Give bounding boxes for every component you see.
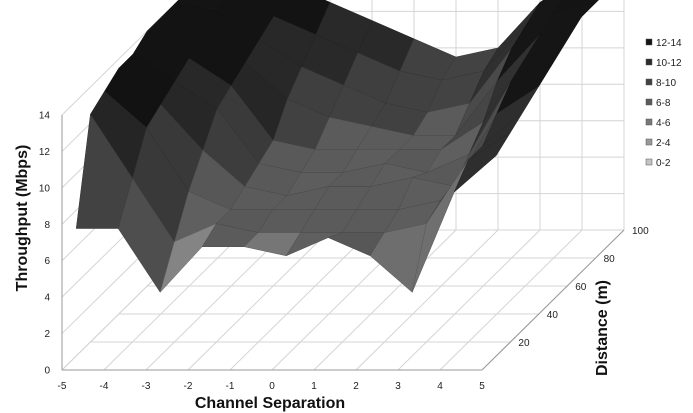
z-axis: 0 2 4 6 8 10 12 14 <box>39 111 63 377</box>
y-axis: 20 40 60 80 100 <box>481 226 649 371</box>
floor-gridline <box>313 229 457 371</box>
legend-swatch <box>645 138 653 146</box>
legend-label: 12-14 <box>656 38 682 49</box>
legend: 12-14 10-12 8-10 6-8 4-6 2-4 0-2 <box>645 38 682 169</box>
z-axis-title: Throughput (Mbps) <box>14 145 31 292</box>
y-tick-label: 40 <box>547 310 559 321</box>
z-tick-label: 14 <box>39 111 51 122</box>
y-tick-label: 80 <box>604 254 616 265</box>
y-axis-title: Distance (m) <box>594 280 611 376</box>
x-tick-label: -5 <box>58 381 67 392</box>
legend-swatch <box>645 118 653 126</box>
legend-swatch <box>645 58 653 66</box>
x-tick-label: -3 <box>142 381 151 392</box>
legend-swatch <box>645 98 653 106</box>
legend-label: 6-8 <box>656 98 671 109</box>
x-tick-label: -2 <box>184 381 193 392</box>
x-tick-label: 3 <box>395 381 401 392</box>
floor-gridline <box>187 229 331 371</box>
z-tick-label: 10 <box>39 183 51 194</box>
z-tick-label: 4 <box>44 293 50 304</box>
x-tick-label: 1 <box>311 381 317 392</box>
floor-gridline <box>355 229 499 371</box>
surface-mesh <box>75 0 599 293</box>
legend-swatch <box>645 38 653 46</box>
legend-label: 8-10 <box>656 78 676 89</box>
z-tick-label: 8 <box>44 220 50 231</box>
legend-label: 10-12 <box>656 58 682 69</box>
surface-cell <box>453 132 511 193</box>
legend-swatch <box>645 158 653 166</box>
x-tick-label: 4 <box>437 381 443 392</box>
x-tick-label: 5 <box>479 381 485 392</box>
y-tick-label: 60 <box>575 282 587 293</box>
floor-gridline <box>103 229 247 371</box>
z-tick-label: 6 <box>44 256 50 267</box>
floor-gridline <box>229 229 373 371</box>
z-tick-label: 12 <box>39 147 51 158</box>
y-tick-label: 100 <box>632 226 649 237</box>
floor-gridline <box>439 229 583 371</box>
legend-label: 0-2 <box>656 158 671 169</box>
x-axis: -5 -4 -3 -2 -1 0 1 2 3 4 5 <box>58 369 485 392</box>
legend-label: 2-4 <box>656 138 671 149</box>
left-wall-gridline <box>61 0 180 116</box>
floor-gridline <box>145 229 289 371</box>
x-tick-label: 2 <box>353 381 359 392</box>
legend-swatch <box>645 78 653 86</box>
x-tick-label: -1 <box>226 381 235 392</box>
y-axis-line <box>481 229 625 371</box>
x-axis-title: Channel Separation <box>195 395 345 412</box>
x-tick-label: -4 <box>100 381 109 392</box>
y-tick-label: 20 <box>518 338 530 349</box>
z-tick-label: 0 <box>44 366 50 377</box>
floor-gridline <box>397 229 541 371</box>
legend-label: 4-6 <box>656 118 671 129</box>
x-tick-label: 0 <box>269 381 275 392</box>
z-tick-label: 2 <box>44 329 50 340</box>
